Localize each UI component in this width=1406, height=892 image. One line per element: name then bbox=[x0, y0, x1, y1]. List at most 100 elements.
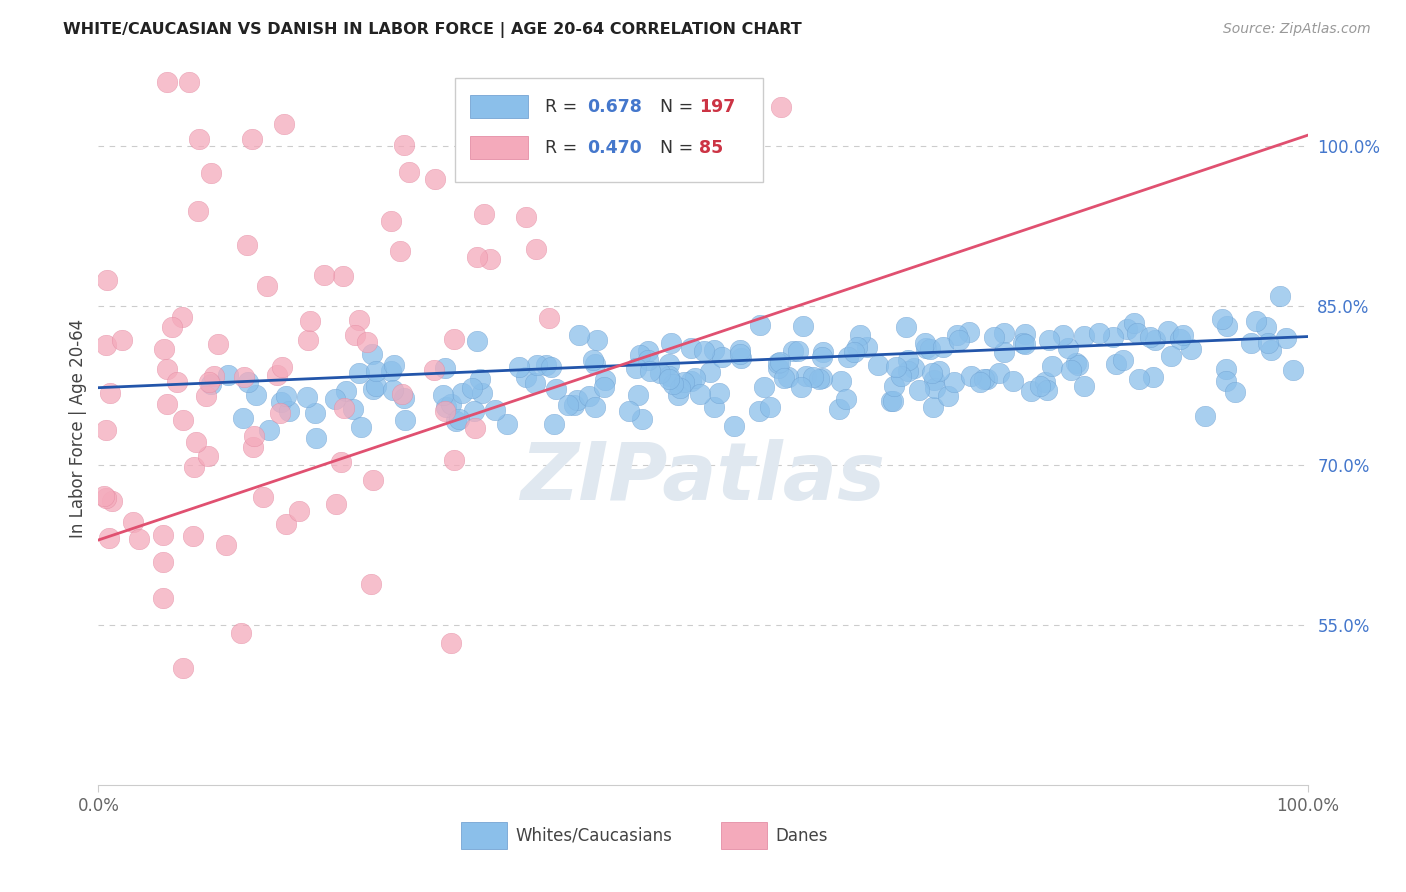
Point bbox=[274, 517, 297, 532]
Point bbox=[1014, 326, 1036, 341]
Point bbox=[152, 555, 174, 569]
Point bbox=[1194, 409, 1216, 424]
Point bbox=[1012, 335, 1035, 350]
Text: Whites/Caucasians: Whites/Caucasians bbox=[516, 827, 672, 845]
Point bbox=[271, 360, 294, 375]
Point bbox=[882, 393, 904, 408]
Point bbox=[894, 320, 917, 334]
FancyBboxPatch shape bbox=[456, 78, 763, 182]
Text: 0.678: 0.678 bbox=[586, 98, 641, 116]
Point bbox=[392, 391, 415, 405]
Point bbox=[443, 332, 465, 346]
Point bbox=[98, 386, 121, 401]
Point bbox=[98, 531, 121, 545]
Point bbox=[461, 381, 484, 395]
Point bbox=[790, 380, 813, 394]
Point bbox=[152, 528, 174, 542]
Text: N =: N = bbox=[648, 98, 699, 116]
Point bbox=[661, 335, 683, 350]
Point bbox=[94, 423, 117, 437]
Point bbox=[707, 385, 730, 400]
Point bbox=[360, 576, 382, 591]
Point bbox=[100, 493, 122, 508]
Point bbox=[1215, 362, 1237, 376]
Point bbox=[1160, 349, 1182, 363]
Point bbox=[96, 273, 118, 287]
Point bbox=[792, 318, 814, 333]
Point bbox=[278, 404, 301, 418]
Point bbox=[640, 364, 662, 378]
Point bbox=[382, 358, 405, 372]
Point bbox=[200, 165, 222, 179]
Point bbox=[170, 310, 193, 325]
Point bbox=[948, 333, 970, 347]
Point bbox=[1168, 332, 1191, 346]
Point bbox=[696, 91, 718, 105]
Point bbox=[918, 342, 941, 356]
Point bbox=[661, 377, 683, 392]
Point bbox=[366, 364, 388, 378]
Point bbox=[1038, 333, 1060, 347]
Point bbox=[229, 625, 252, 640]
Point bbox=[1211, 311, 1233, 326]
Point bbox=[364, 379, 387, 393]
Text: ZIPatlas: ZIPatlas bbox=[520, 439, 886, 517]
Point bbox=[976, 371, 998, 385]
Point bbox=[1067, 358, 1090, 372]
Point bbox=[627, 388, 650, 402]
Point bbox=[270, 395, 292, 409]
Text: 85: 85 bbox=[699, 139, 724, 157]
Point bbox=[915, 341, 938, 355]
Point bbox=[585, 333, 607, 347]
Point bbox=[983, 330, 1005, 344]
Point bbox=[960, 369, 983, 384]
Point bbox=[471, 385, 494, 400]
Point bbox=[748, 403, 770, 417]
Point bbox=[245, 388, 267, 402]
Point bbox=[681, 374, 703, 388]
Point bbox=[128, 532, 150, 546]
FancyBboxPatch shape bbox=[470, 136, 527, 159]
Point bbox=[508, 360, 530, 375]
Point bbox=[810, 371, 832, 385]
Point bbox=[637, 344, 659, 359]
Point bbox=[343, 328, 366, 343]
Point bbox=[422, 363, 444, 377]
Point bbox=[335, 384, 357, 398]
Point bbox=[465, 83, 488, 97]
Point bbox=[936, 388, 959, 402]
Point bbox=[703, 343, 725, 358]
Point bbox=[1143, 333, 1166, 347]
Point bbox=[94, 491, 117, 506]
Point bbox=[866, 358, 889, 372]
Point bbox=[1240, 336, 1263, 351]
Point bbox=[1002, 375, 1025, 389]
Point bbox=[1122, 317, 1144, 331]
Point bbox=[1257, 336, 1279, 351]
Text: 0.470: 0.470 bbox=[586, 139, 641, 157]
Point bbox=[1029, 379, 1052, 393]
Point bbox=[1246, 314, 1268, 328]
Point bbox=[794, 369, 817, 384]
Point bbox=[382, 383, 405, 397]
Point bbox=[474, 207, 496, 221]
Point bbox=[628, 348, 651, 362]
Point bbox=[361, 347, 384, 361]
Point bbox=[766, 360, 789, 375]
Point bbox=[769, 355, 792, 369]
Point bbox=[194, 389, 217, 403]
Point bbox=[993, 345, 1015, 359]
Point bbox=[463, 404, 485, 418]
Point bbox=[1157, 324, 1180, 338]
Point bbox=[152, 591, 174, 605]
Point bbox=[257, 423, 280, 437]
Point bbox=[921, 367, 943, 381]
Point bbox=[1274, 331, 1296, 345]
Point bbox=[593, 373, 616, 387]
Point bbox=[439, 396, 461, 410]
Point bbox=[252, 490, 274, 504]
Point bbox=[1033, 376, 1056, 390]
Point bbox=[391, 387, 413, 401]
Point bbox=[332, 401, 354, 416]
Point bbox=[773, 371, 796, 385]
